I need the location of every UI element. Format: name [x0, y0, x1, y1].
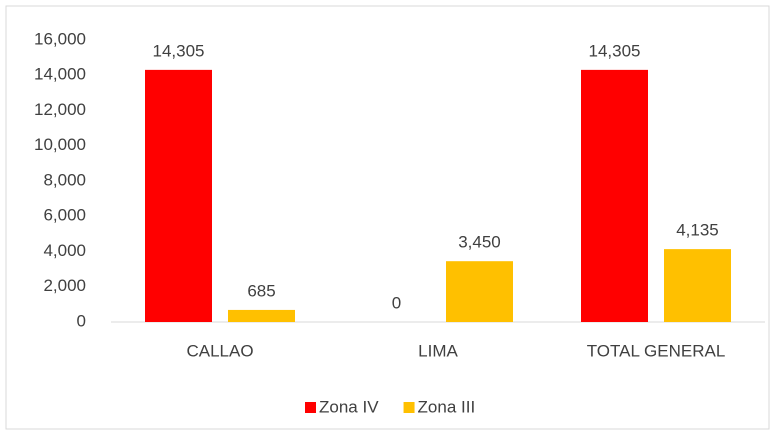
y-tick-label: 0: [77, 311, 86, 330]
y-tick-label: 6,000: [43, 206, 86, 225]
data-label: 14,305: [153, 41, 205, 60]
x-tick-label: TOTAL GENERAL: [587, 341, 726, 360]
data-label: 685: [247, 281, 275, 300]
bar: [446, 261, 513, 322]
legend-label: Zona IV: [319, 397, 379, 416]
bar: [145, 69, 212, 322]
legend-label: Zona III: [418, 397, 476, 416]
x-tick-label: CALLAO: [186, 341, 253, 360]
y-tick-label: 14,000: [34, 65, 86, 84]
chart-border: [5, 5, 770, 430]
y-tick-label: 2,000: [43, 276, 86, 295]
y-tick-label: 10,000: [34, 135, 86, 154]
legend-swatch: [403, 402, 415, 413]
y-tick-label: 16,000: [34, 29, 86, 48]
data-label: 0: [392, 293, 401, 312]
bar: [581, 69, 648, 322]
x-tick-label: LIMA: [418, 341, 458, 360]
data-label: 3,450: [458, 233, 501, 252]
data-label: 14,305: [589, 41, 641, 60]
y-tick-label: 12,000: [34, 100, 86, 119]
y-tick-label: 8,000: [43, 170, 86, 189]
data-label: 4,135: [676, 221, 719, 240]
y-tick-label: 4,000: [43, 241, 86, 260]
bar: [664, 249, 731, 322]
bar: [228, 309, 295, 322]
legend-swatch: [305, 402, 316, 413]
